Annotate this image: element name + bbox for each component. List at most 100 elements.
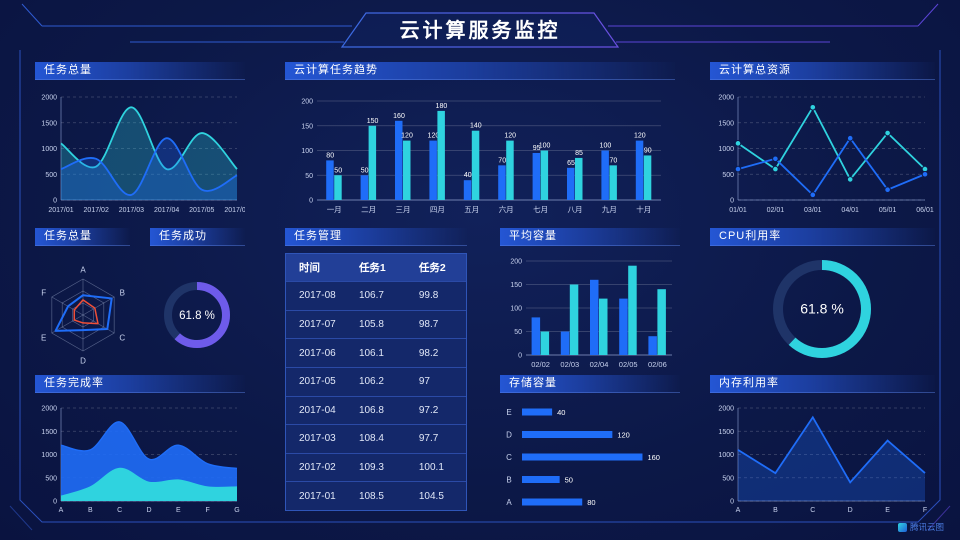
svg-text:1000: 1000: [41, 452, 57, 459]
task-success-donut-chart: 61.8 %: [164, 282, 230, 348]
svg-text:A: A: [506, 498, 512, 507]
svg-text:02/04: 02/04: [590, 360, 609, 369]
table-header-row: 时间 任务1 任务2: [286, 254, 466, 281]
svg-text:八月: 八月: [568, 205, 583, 214]
panel-avg-capacity: 平均容量 0 50 100 150 200 02/02 02/03 02/04 02/05 02/…: [500, 228, 680, 371]
panel-title: 云计算任务趋势: [285, 62, 675, 80]
svg-text:120: 120: [428, 133, 440, 140]
svg-text:80: 80: [587, 498, 595, 507]
table-cell: 2017-07: [299, 318, 336, 330]
table-row: 2017-06 106.1 98.2: [286, 338, 466, 367]
panel-title: 内存利用率: [710, 375, 935, 393]
table-cell: 104.5: [418, 490, 444, 502]
svg-text:02/05: 02/05: [619, 360, 638, 369]
svg-text:F: F: [206, 507, 210, 514]
panel-title: 存储容量: [500, 375, 680, 393]
svg-text:0: 0: [730, 499, 734, 506]
table-header-cell: 任务2: [418, 262, 446, 274]
svg-text:E: E: [506, 408, 511, 417]
svg-text:四月: 四月: [430, 205, 445, 214]
svg-text:02/01: 02/01: [767, 207, 785, 214]
svg-text:2017/05: 2017/05: [189, 207, 214, 214]
svg-text:2000: 2000: [718, 95, 734, 102]
svg-text:2000: 2000: [41, 406, 57, 413]
panel-title: 平均容量: [500, 228, 680, 246]
panel-title: 云计算总资源: [710, 62, 935, 80]
svg-text:50: 50: [361, 167, 369, 174]
panel-task-success: 任务成功 61.8 %: [150, 228, 245, 385]
svg-text:04/01: 04/01: [841, 207, 859, 214]
svg-text:50: 50: [334, 167, 342, 174]
table-cell: 97.2: [418, 404, 439, 416]
brand-watermark-label: 腾讯云图: [909, 522, 944, 532]
table-cell: 109.3: [358, 462, 384, 474]
svg-text:F: F: [41, 288, 46, 297]
svg-text:02/06: 02/06: [648, 360, 667, 369]
panel-task-radar: 任务总量 A B C D E F: [35, 228, 130, 385]
svg-text:1500: 1500: [718, 429, 734, 436]
task-completion-area-chart: 0 500 1000 1500 2000 A B C D E F G: [41, 406, 239, 515]
svg-text:C: C: [119, 334, 125, 343]
svg-text:120: 120: [617, 431, 630, 440]
svg-text:E: E: [41, 334, 46, 343]
table-cell: 2017-05: [299, 376, 336, 388]
svg-text:120: 120: [504, 133, 516, 140]
panel-title: 任务总量: [35, 228, 130, 246]
svg-text:1500: 1500: [41, 120, 57, 127]
svg-text:500: 500: [45, 475, 57, 482]
svg-text:A: A: [80, 266, 86, 275]
table-cell: 98.7: [418, 318, 439, 330]
panel-title: 任务成功: [150, 228, 245, 246]
svg-text:A: A: [59, 507, 64, 514]
svg-text:F: F: [923, 507, 927, 514]
svg-text:六月: 六月: [499, 204, 514, 214]
svg-text:85: 85: [575, 150, 583, 157]
panel-task-total-line: 任务总量 0 500 1000 1500 2000 2017/01 2017/02 2017/…: [35, 62, 245, 216]
svg-text:100: 100: [600, 143, 612, 150]
brand-watermark: 腾讯云图: [897, 521, 944, 533]
panel-title: 任务总量: [35, 62, 245, 80]
svg-text:180: 180: [436, 103, 448, 110]
svg-text:150: 150: [301, 123, 313, 130]
table-row: 2017-04 106.8 97.2: [286, 395, 466, 425]
svg-text:70: 70: [498, 157, 506, 164]
svg-text:01/01: 01/01: [729, 207, 747, 214]
svg-text:150: 150: [510, 282, 522, 289]
table-cell: 2017-03: [299, 433, 336, 445]
svg-text:B: B: [773, 507, 778, 514]
svg-text:160: 160: [647, 453, 660, 462]
task-table: 时间 任务1 任务2 2017-08 106.7 99.8 2017-07 105.8 98.7…: [285, 253, 467, 511]
svg-text:一月: 一月: [327, 205, 342, 214]
table-cell: 2017-02: [299, 462, 336, 474]
panel-task-trend-bars: 云计算任务趋势 0 50 100 150 200 一月 80 50 二月 50 150 三月 160 12…: [285, 62, 675, 216]
panel-task-completion: 任务完成率 0 500 1000 1500 2000 A B C D E F G: [35, 375, 245, 516]
svg-text:02/03: 02/03: [560, 360, 579, 369]
panel-task-table: 任务管理 时间 任务1 任务2 2017-08 106.7 99.8 2017-07 105.…: [285, 228, 467, 511]
svg-text:九月: 九月: [602, 205, 617, 214]
panel-title: 任务管理: [285, 228, 467, 246]
table-cell: 98.2: [418, 347, 439, 359]
table-cell: 108.5: [358, 490, 384, 502]
svg-text:06/01: 06/01: [916, 207, 934, 214]
svg-text:200: 200: [301, 99, 313, 106]
storage-capacity-hbar-chart: E 40 D 120 C 160 B 50 A 80: [506, 408, 660, 507]
svg-text:五月: 五月: [464, 205, 479, 214]
svg-text:80: 80: [326, 152, 334, 159]
avg-capacity-bar-chart: 0 50 100 150 200 02/02 02/03 02/04 02/05 02/06: [510, 259, 672, 369]
table-cell: 106.2: [358, 376, 384, 388]
table-cell: 97: [418, 376, 430, 388]
table-cell: 108.4: [358, 433, 384, 445]
svg-text:100: 100: [510, 306, 522, 313]
svg-text:2017/04: 2017/04: [154, 207, 179, 214]
table-cell: 105.8: [358, 318, 384, 330]
svg-text:200: 200: [510, 259, 522, 266]
table-row: 2017-02 109.3 100.1: [286, 452, 466, 482]
table-row: 2017-07 105.8 98.7: [286, 309, 466, 339]
table-cell: 100.1: [418, 462, 444, 474]
svg-text:2017/02: 2017/02: [84, 207, 109, 214]
svg-text:三月: 三月: [396, 205, 411, 214]
panel-title: CPU利用率: [710, 228, 935, 246]
table-cell: 2017-06: [299, 347, 336, 359]
table-header-cell: 时间: [299, 262, 320, 274]
